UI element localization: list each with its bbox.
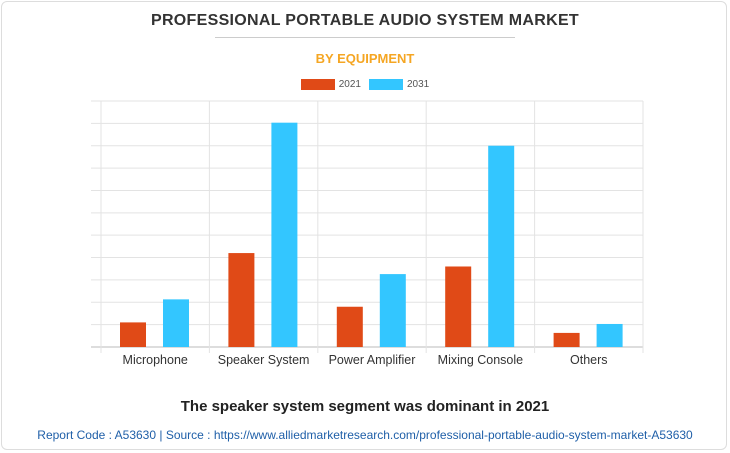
x-tick-label: Others <box>570 353 608 367</box>
legend-label-2031: 2031 <box>407 79 430 90</box>
x-tick-label: Speaker System <box>218 353 310 367</box>
title-divider <box>215 37 515 38</box>
bar-2031-mixing-console <box>488 145 515 347</box>
chart-title: PROFESSIONAL PORTABLE AUDIO SYSTEM MARKE… <box>150 12 580 29</box>
bar-2021-power-amplifier <box>336 306 363 347</box>
x-tick-label: Microphone <box>123 353 188 367</box>
legend-item-2031[interactable]: 2031 <box>369 79 429 90</box>
legend-item-2021[interactable]: 2021 <box>300 79 361 90</box>
bar-2031-speaker-system <box>271 122 298 348</box>
legend: 2021 2031 <box>0 79 730 90</box>
chart-subtitle: BY EQUIPMENT <box>315 51 415 66</box>
bar-2021-speaker-system <box>228 253 255 347</box>
source-footer[interactable]: Report Code : A53630 | Source : https://… <box>37 428 693 442</box>
legend-swatch-2021 <box>300 79 335 90</box>
x-tick-label: Mixing Console <box>438 353 524 367</box>
x-tick-label: Power Amplifier <box>329 353 416 367</box>
bar-2021-mixing-console <box>445 266 472 347</box>
legend-swatch-2031 <box>369 79 403 90</box>
bar-2031-others <box>596 323 623 347</box>
legend-label-2021: 2021 <box>338 79 361 90</box>
bar-2031-microphone <box>163 299 189 347</box>
bar-2021-others <box>553 332 580 347</box>
bar-2031-power-amplifier <box>379 274 406 347</box>
bar-2021-microphone <box>120 322 146 347</box>
chart-caption: The speaker system segment was dominant … <box>180 398 550 415</box>
